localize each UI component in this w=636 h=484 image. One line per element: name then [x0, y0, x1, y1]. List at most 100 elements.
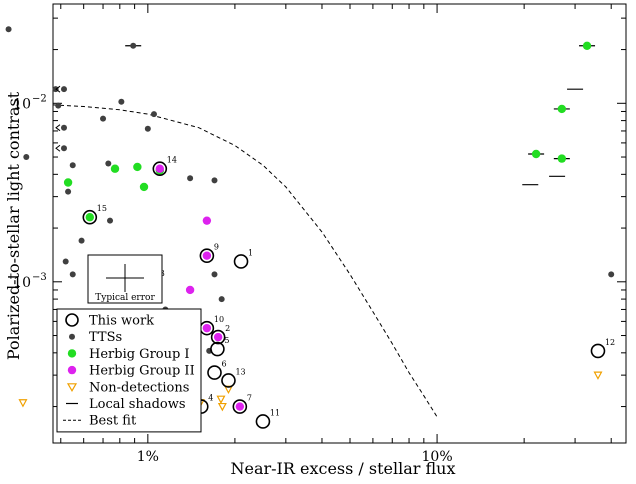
- typical-error-label: Typical error: [95, 293, 155, 303]
- offscale-arrow: [55, 85, 61, 93]
- herbig-group-I-point: [63, 178, 73, 187]
- tts-point: [211, 177, 218, 184]
- this-work-fill: [202, 323, 212, 333]
- y-tick-exponent: −2: [32, 93, 47, 104]
- tts-point: [62, 258, 69, 265]
- tts-point: [55, 102, 62, 109]
- herbig-group-I-point: [557, 154, 567, 163]
- this-work-fill: [155, 164, 165, 173]
- axis-ticks: 1% 10%10−310−2: [13, 4, 626, 465]
- this-work-label: 10: [214, 315, 224, 324]
- this-work-label: 1: [248, 248, 253, 257]
- herbig-group-I-point: [139, 182, 149, 192]
- non-detection-point: [18, 399, 28, 408]
- legend-magenta-symbol: [67, 365, 77, 375]
- non-detection-point: [216, 395, 226, 404]
- tts-point: [211, 271, 218, 278]
- tts-point: [78, 237, 85, 244]
- best-fit-curve: [52, 104, 438, 418]
- this-work-ring: [210, 341, 225, 357]
- this-work-label: 5: [224, 336, 229, 345]
- this-work-label: 13: [235, 367, 245, 376]
- this-work-label: 4: [208, 394, 213, 403]
- tts-point: [69, 271, 76, 278]
- x-tick-label: 1%: [137, 449, 159, 465]
- tts-point: [218, 296, 225, 303]
- this-work-label: 7: [247, 394, 252, 403]
- typical-error-box: Typical error: [87, 254, 163, 304]
- y-tick-label: 10: [13, 275, 31, 291]
- plot-frame: [52, 3, 627, 444]
- legend-green-symbol: [67, 349, 77, 358]
- y-tick-exponent: −3: [32, 272, 47, 283]
- tts-point: [69, 162, 76, 169]
- tts-point: [130, 42, 137, 49]
- this-work-label: 9: [214, 243, 219, 252]
- this-work-label: 15: [97, 204, 107, 213]
- legend-triangle-symbol: [66, 383, 78, 393]
- herbig-group-I-point: [557, 104, 567, 114]
- legend-ring-symbol: [65, 313, 79, 327]
- tts-point: [100, 115, 107, 122]
- legend-frame: [56, 308, 202, 433]
- offscale-arrow: [55, 144, 61, 152]
- tts-point: [144, 125, 151, 132]
- this-work-ring: [207, 365, 222, 380]
- this-work-ring: [152, 161, 168, 177]
- this-work-label: 2: [225, 324, 230, 333]
- this-work-label: 14: [167, 156, 177, 165]
- offscale-tts-point: [61, 145, 67, 152]
- tts-point: [608, 271, 615, 278]
- herbig-group-II-point: [202, 216, 212, 225]
- this-work-ring: [199, 248, 215, 264]
- this-work-ring: [82, 209, 98, 225]
- herbig-group-I-point: [133, 162, 142, 172]
- x-tick-label: 10%: [422, 449, 453, 465]
- this-work-label: 11: [270, 408, 280, 417]
- legend-dot-symbol: [69, 333, 75, 340]
- this-work-ring: [255, 414, 271, 429]
- tts-point: [187, 175, 194, 182]
- offscale-tts-point: [61, 86, 67, 93]
- this-work-fill: [85, 213, 95, 222]
- tts-point: [23, 154, 30, 161]
- non-detection-point: [593, 371, 603, 380]
- this-work-fill: [235, 402, 245, 411]
- legend-label: TTSs: [89, 330, 122, 345]
- this-work-ring: [233, 254, 249, 269]
- non-detection-point: [217, 402, 227, 412]
- legend-label: Herbig Group II: [89, 364, 195, 379]
- legend-label: This work: [89, 314, 154, 329]
- herbig-group-I-point: [531, 149, 541, 159]
- tts-point: [107, 217, 114, 224]
- herbig-group-II-point: [185, 285, 195, 295]
- this-work-ring: [221, 373, 236, 388]
- best-fit-layer: [52, 104, 438, 418]
- this-work-ring: [590, 343, 606, 359]
- offscale-tts-point: [61, 124, 67, 131]
- this-work-label: 12: [605, 338, 615, 347]
- herbig-group-I-point: [110, 164, 120, 173]
- this-work-fill: [202, 251, 212, 260]
- this-work-fill: [213, 332, 223, 342]
- x-axis-title: Near-IR excess / stellar flux: [230, 459, 455, 478]
- this-work-ring: [232, 399, 248, 414]
- y-tick-label: 10: [13, 96, 31, 112]
- offscale-arrow: [55, 124, 61, 132]
- tts-point: [105, 160, 112, 167]
- tts-point: [5, 26, 12, 33]
- legend-label: Non-detections: [89, 380, 189, 395]
- legend-label: Local shadows: [89, 397, 186, 412]
- y-axis-title: Polarized-to-stellar light contrast: [4, 91, 23, 360]
- legend-label: Herbig Group I: [89, 347, 190, 362]
- herbig-group-I-point: [582, 41, 592, 50]
- this-work-ring: [210, 329, 226, 345]
- this-work-label: 6: [221, 360, 226, 369]
- tts-point: [65, 188, 72, 195]
- tts-point: [150, 111, 157, 118]
- legend-label: Best fit: [89, 414, 137, 429]
- tts-point: [118, 98, 125, 105]
- plot-border: [52, 3, 627, 444]
